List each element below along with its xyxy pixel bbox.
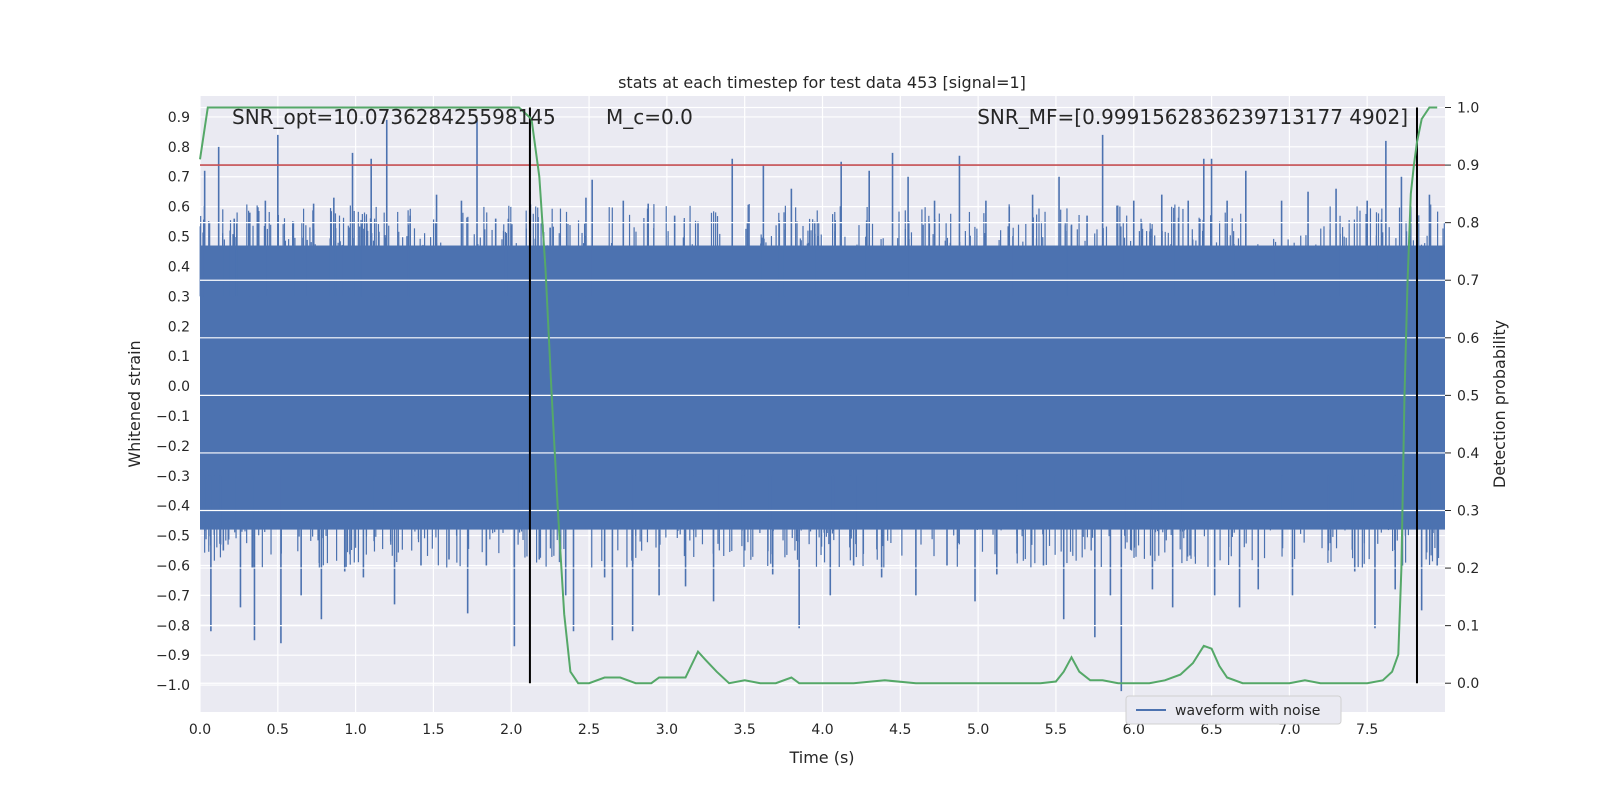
x-axis-label: Time (s): [788, 748, 854, 767]
y-tick-label: −0.4: [156, 499, 190, 515]
y2-tick-label: 0.3: [1457, 504, 1479, 520]
y-tick-label: 0.6: [168, 200, 190, 216]
waveform-band: [200, 245, 1445, 530]
y-axis-label: Whitened strain: [125, 340, 144, 467]
y-tick-label: 0.5: [168, 230, 190, 246]
x-tick-label: 6.0: [1123, 722, 1145, 738]
x-tick-label: 2.5: [578, 722, 600, 738]
chart-title: stats at each timestep for test data 453…: [618, 73, 1026, 92]
x-tick-label: 7.5: [1356, 722, 1378, 738]
y2-tick-label: 0.9: [1457, 158, 1479, 174]
x-tick-label: 5.0: [967, 722, 989, 738]
x-tick-label: 7.0: [1278, 722, 1300, 738]
y-tick-label: 0.1: [168, 349, 190, 365]
mc-annotation: M_c=0.0: [606, 105, 693, 129]
x-tick-label: 6.5: [1200, 722, 1222, 738]
y2-tick-label: 0.5: [1457, 388, 1479, 404]
x-tick-label: 0.5: [267, 722, 289, 738]
legend-box: [1125, 695, 1342, 725]
y2-tick-label: 0.8: [1457, 216, 1479, 232]
y2-tick-label: 0.1: [1457, 619, 1479, 635]
x-tick-label: 3.5: [734, 722, 756, 738]
y-tick-label: −0.5: [156, 529, 190, 545]
y-tick-label: 0.9: [168, 110, 190, 126]
y2-axis-label: Detection probability: [1490, 320, 1509, 488]
y-tick-label: 0.4: [168, 259, 190, 275]
vline-layer: [528, 107, 1418, 684]
x-tick-label: 2.0: [500, 722, 522, 738]
y-tick-label: 0.8: [168, 140, 190, 156]
x-tick-label: 1.0: [344, 722, 366, 738]
y2-tick-label: 0.6: [1457, 331, 1479, 347]
y-tick-label: −0.2: [156, 439, 190, 455]
x-tick-label: 0.0: [189, 722, 211, 738]
overlap-annotation: SNR_MF=[0.9991562836239713177 4902]: [977, 105, 1408, 129]
x-tick-labels: 0.0 0.5 1.0 1.5 2.0 2.5 3.0 3.5 4.0 4.5 5.0 5.5 6.0 6…: [189, 722, 1378, 738]
y-tick-label: −0.8: [156, 618, 190, 634]
snr-opt-annotation: SNR_opt=10.073628425598145: [232, 105, 556, 129]
y-tick-label: −0.6: [156, 558, 190, 574]
x-tick-label: 1.5: [422, 722, 444, 738]
y2-tick-label: 0.0: [1457, 676, 1479, 692]
probability-series: [199, 106, 1438, 685]
y2-tick-labels: 1.0 0.9 0.8 0.7 0.6 0.5 0.4 0.3 0.2 0.1 0.0: [1445, 101, 1479, 692]
y-tick-label: −0.9: [156, 648, 190, 664]
legend: waveform with noise: [1125, 695, 1342, 725]
y-tick-label: 0.2: [168, 319, 190, 335]
legend-label: waveform with noise: [1175, 703, 1320, 719]
y2-tick-label: 0.4: [1457, 446, 1479, 462]
y-tick-label: 0.3: [168, 289, 190, 305]
y-tick-label: −0.1: [156, 409, 190, 425]
probability-line: [199, 106, 1438, 685]
y-tick-label: −0.7: [156, 588, 190, 604]
y-tick-labels: 0.9 0.8 0.7 0.6 0.5 0.4 0.3 0.2 0.1 0.0 −0.1 −0.2 −0…: [156, 110, 190, 694]
x-tick-label: 4.0: [811, 722, 833, 738]
x-tick-label: 4.5: [889, 722, 911, 738]
y2-tick-label: 1.0: [1457, 101, 1479, 117]
y2-tick-label: 0.7: [1457, 273, 1479, 289]
x-tick-label: 3.0: [656, 722, 678, 738]
y-tick-label: 0.7: [168, 170, 190, 186]
y-tick-label: −1.0: [156, 678, 190, 694]
x-tick-label: 5.5: [1045, 722, 1067, 738]
y2-tick-label: 0.2: [1457, 561, 1479, 577]
waveform-series: [199, 106, 1445, 692]
y-tick-label: 0.0: [168, 379, 190, 395]
y-tick-label: −0.3: [156, 469, 190, 485]
